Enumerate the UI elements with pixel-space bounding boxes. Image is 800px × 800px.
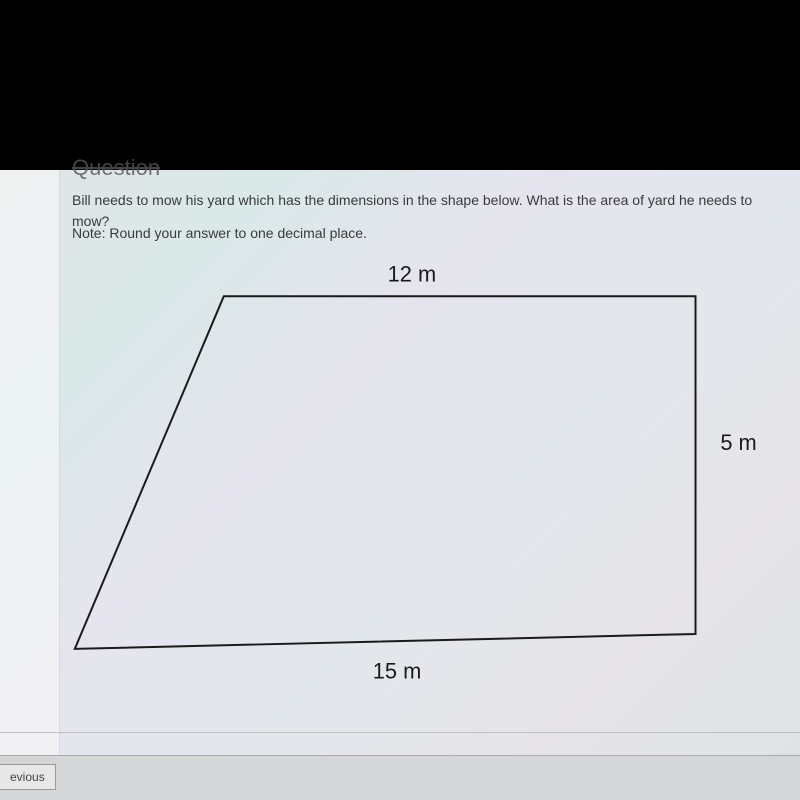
letterbox-top <box>0 0 800 170</box>
right-dimension-label: 5 m <box>720 430 756 455</box>
bottom-nav-bar: evious <box>0 755 800 800</box>
trapezoid-shape <box>75 296 696 649</box>
question-note: Note: Round your answer to one decimal p… <box>72 225 367 241</box>
sidebar-edge <box>0 170 60 755</box>
content-area: Question Bill needs to mow his yard whic… <box>0 170 800 755</box>
trapezoid-diagram: 12 m 5 m 15 m <box>45 245 770 725</box>
bottom-dimension-label: 15 m <box>373 659 422 684</box>
question-heading: Question <box>72 155 160 181</box>
previous-button[interactable]: evious <box>0 764 56 790</box>
diagram-container: 12 m 5 m 15 m <box>45 245 770 725</box>
horizontal-divider <box>0 732 800 733</box>
top-dimension-label: 12 m <box>388 261 437 286</box>
